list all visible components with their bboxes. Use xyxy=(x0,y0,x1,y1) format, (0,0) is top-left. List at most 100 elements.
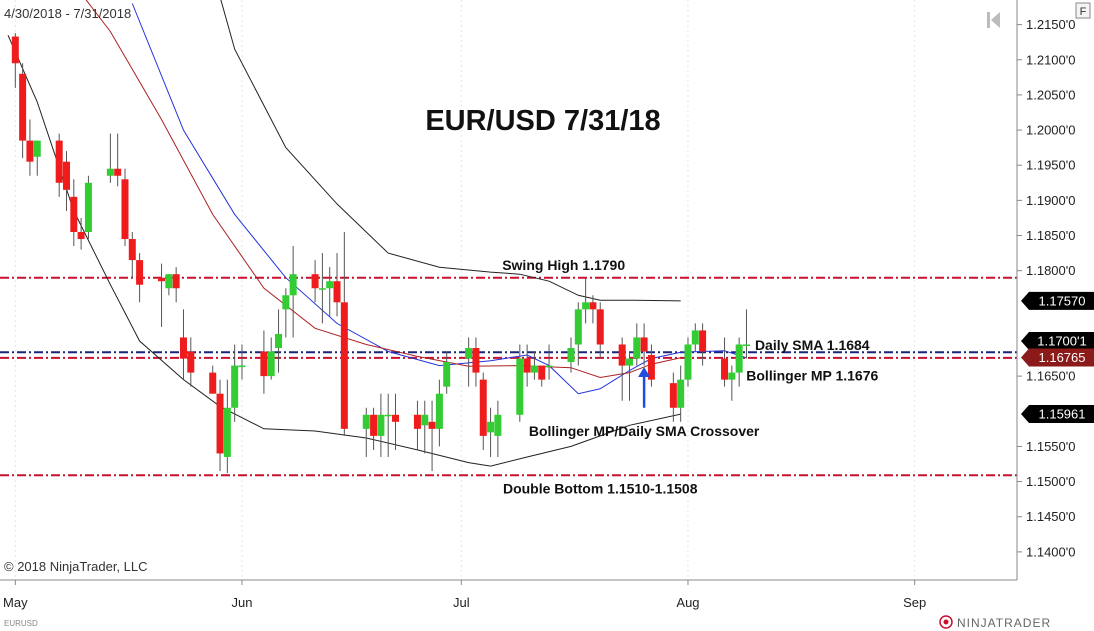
x-tick-label: Jun xyxy=(231,595,252,610)
candle xyxy=(179,309,187,380)
candle xyxy=(728,365,736,401)
price-badge: 1.15961 xyxy=(1021,405,1094,424)
candle xyxy=(669,372,677,422)
candle xyxy=(479,372,487,450)
copyright: © 2018 NinjaTrader, LLC xyxy=(4,559,148,574)
candle xyxy=(275,309,283,373)
candle-body xyxy=(384,414,392,417)
price-badge-bg xyxy=(1021,405,1094,424)
candle-body xyxy=(84,182,92,232)
candle-body xyxy=(128,239,136,261)
candle xyxy=(62,151,70,211)
candle-body xyxy=(413,414,421,429)
candle xyxy=(472,337,480,387)
candle-body xyxy=(260,351,268,377)
candle-body xyxy=(589,302,597,310)
candle xyxy=(238,344,246,380)
y-tick-label: 1.2000'0 xyxy=(1026,123,1075,138)
candle-body xyxy=(106,168,114,176)
candle xyxy=(640,323,648,366)
candle-body xyxy=(165,274,173,289)
candle xyxy=(326,267,334,317)
candle xyxy=(223,379,231,474)
candle-body xyxy=(545,365,553,368)
candle-body xyxy=(487,421,495,433)
candle-body xyxy=(435,393,443,429)
candle xyxy=(596,302,604,359)
candle xyxy=(55,133,63,197)
candle-body xyxy=(596,309,604,345)
candle-body xyxy=(326,281,334,289)
candle-body xyxy=(187,351,195,373)
candle xyxy=(33,140,41,176)
candle xyxy=(413,400,421,450)
candle xyxy=(392,393,400,450)
candle xyxy=(421,400,429,454)
candle-body xyxy=(647,355,655,380)
candle xyxy=(735,337,743,387)
candle xyxy=(633,323,641,366)
candle-body xyxy=(11,36,19,64)
collapse-panel-icon[interactable] xyxy=(987,12,1000,28)
candle-body xyxy=(421,414,429,426)
candle xyxy=(677,365,685,422)
y-tick-label: 1.2150'0 xyxy=(1026,17,1075,32)
candle-body xyxy=(362,414,370,429)
candle xyxy=(494,400,502,457)
candle xyxy=(618,337,626,401)
candle-body xyxy=(625,358,633,366)
candle-body xyxy=(158,277,166,282)
symbol-label: EURUSD xyxy=(4,619,38,628)
candle-body xyxy=(728,372,736,380)
y-tick-label: 1.1650'0 xyxy=(1026,369,1075,384)
format-button[interactable]: F xyxy=(1075,2,1091,19)
y-tick-label: 1.2050'0 xyxy=(1026,87,1075,102)
candle-body xyxy=(318,288,326,290)
candle xyxy=(530,351,538,380)
candle xyxy=(260,330,268,394)
candle-body xyxy=(582,302,590,310)
y-tick-label: 1.1450'0 xyxy=(1026,509,1075,524)
candle xyxy=(699,323,707,366)
candle-body xyxy=(574,309,582,345)
candle-body xyxy=(523,358,531,373)
candle-body xyxy=(333,281,341,303)
x-tick-label: Jul xyxy=(453,595,470,610)
candle-body xyxy=(640,337,648,352)
annotation-label: Bollinger MP/Daily SMA Crossover xyxy=(529,423,760,439)
price-badge-label: 1.16765 xyxy=(1039,350,1086,365)
price-badge-bg xyxy=(1021,291,1094,310)
crossover-arrow-head-icon xyxy=(638,366,651,377)
candle-body xyxy=(238,365,246,368)
candle xyxy=(209,365,217,394)
indicator-bollinger-upper xyxy=(220,0,681,302)
annotation-label: Double Bottom 1.1510-1.1508 xyxy=(503,481,698,497)
candle xyxy=(318,253,326,324)
candle-body xyxy=(377,414,385,436)
candle-body xyxy=(465,348,473,359)
y-tick-label: 1.1950'0 xyxy=(1026,158,1075,173)
candle-body xyxy=(33,140,41,157)
chart-title: EUR/USD 7/31/18 xyxy=(425,105,660,137)
candle xyxy=(128,232,136,278)
price-badge: 1.1700'1 xyxy=(1021,331,1094,350)
candle xyxy=(282,288,290,338)
price-badge: 1.17570 xyxy=(1021,291,1094,310)
candle xyxy=(165,274,173,296)
y-tick-label: 1.1800'0 xyxy=(1026,263,1075,278)
candle xyxy=(538,365,546,387)
price-badge: 1.16765 xyxy=(1021,348,1094,367)
candle xyxy=(516,344,524,422)
candle-body xyxy=(223,407,231,457)
svg-text:F: F xyxy=(1080,6,1087,18)
candle xyxy=(19,63,27,159)
candle xyxy=(567,337,575,373)
price-badge-bg xyxy=(1021,331,1094,350)
y-tick-label: 1.1850'0 xyxy=(1026,228,1075,243)
candle-body xyxy=(699,330,707,352)
candle-body xyxy=(530,365,538,373)
candle-body xyxy=(26,140,34,162)
candle xyxy=(216,379,224,472)
candle xyxy=(26,119,34,176)
candle xyxy=(158,263,166,327)
